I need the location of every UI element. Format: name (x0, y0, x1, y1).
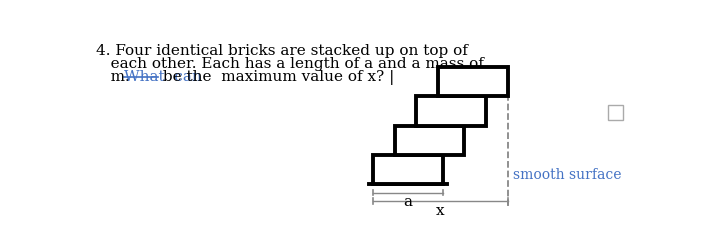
Text: 4. Four identical bricks are stacked up on top of: 4. Four identical bricks are stacked up … (97, 44, 468, 58)
Text: smooth surface: smooth surface (513, 167, 622, 181)
Text: be the  maximum value of x? |: be the maximum value of x? | (158, 70, 394, 85)
Bar (373, 155, 443, 184)
Text: each other. Each has a length of a and a mass of: each other. Each has a length of a and a… (97, 57, 485, 71)
Bar (438, 68, 508, 97)
Text: What  can: What can (124, 70, 202, 84)
Bar (608, 105, 624, 121)
Text: a: a (403, 194, 412, 208)
Text: x: x (436, 203, 445, 217)
Text: m.: m. (97, 70, 140, 84)
Bar (394, 126, 464, 155)
Bar (417, 97, 486, 126)
